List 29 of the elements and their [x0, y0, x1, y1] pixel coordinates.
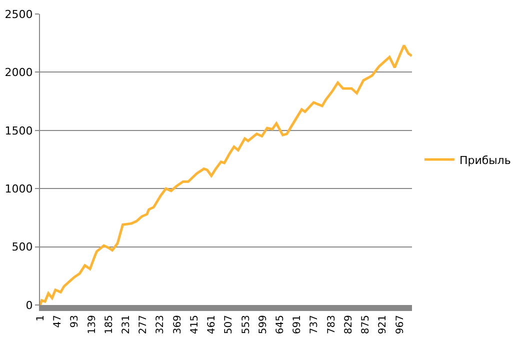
x-tick-label: 277 — [138, 315, 150, 334]
x-tick-label: 185 — [104, 315, 115, 334]
x-tick-label: 461 — [206, 315, 218, 334]
x-tick-label: 967 — [394, 315, 406, 334]
x-tick-label: 369 — [172, 315, 184, 334]
x-tick-label: 783 — [326, 315, 338, 334]
x-tick-label: 921 — [378, 315, 389, 334]
y-tick-label: 500 — [12, 240, 33, 254]
y-tick-label: 2500 — [4, 8, 33, 21]
x-tick-label: 415 — [189, 315, 200, 334]
x-tick-label: 645 — [275, 315, 286, 334]
x-tick-label: 737 — [309, 315, 320, 334]
x-tick-label: 139 — [86, 315, 98, 334]
x-tick-label: 47 — [52, 315, 64, 328]
x-tick-label: 507 — [224, 315, 235, 334]
x-tick-label: 691 — [292, 315, 304, 334]
x-tick-label: 829 — [343, 315, 354, 334]
x-tick-label: 231 — [121, 315, 132, 334]
x-tick-label: 93 — [70, 315, 81, 328]
x-tick-label: 553 — [240, 315, 252, 334]
y-tick-label: 1000 — [4, 182, 33, 196]
y-tick-label: 1500 — [4, 124, 33, 138]
x-tick-label: 1 — [35, 315, 46, 322]
x-tick-label: 875 — [360, 315, 372, 334]
legend-label: Прибыль — [459, 154, 511, 167]
x-tick-label: 323 — [155, 315, 166, 334]
y-tick-label: 2000 — [4, 66, 33, 80]
y-tick-label: 0 — [26, 298, 33, 312]
x-tick-label: 599 — [258, 315, 269, 334]
